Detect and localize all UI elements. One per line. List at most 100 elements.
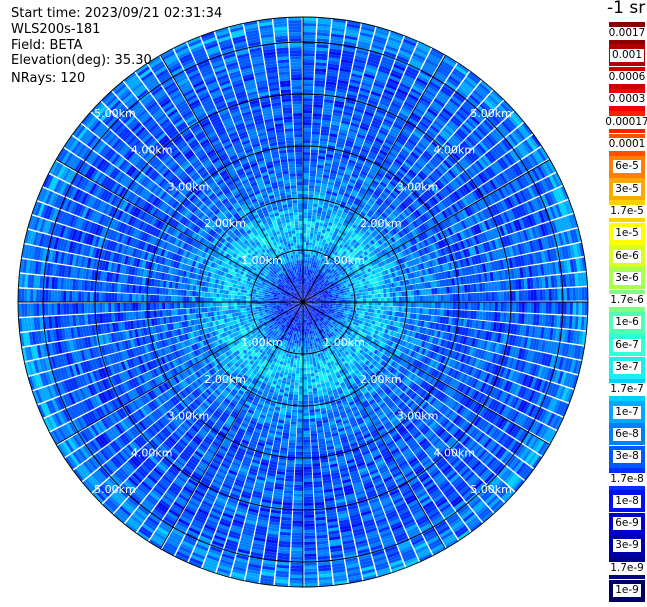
range-gate-cell: [416, 270, 421, 278]
range-gate-cell: [497, 249, 503, 260]
range-gate-cell: [314, 80, 326, 85]
range-gate-cell: [307, 272, 310, 276]
range-gate-cell: [383, 306, 387, 311]
range-gate-cell: [332, 207, 338, 213]
range-gate-cell: [313, 285, 317, 288]
range-gate-cell: [581, 302, 585, 316]
range-gate-cell: [387, 77, 400, 85]
range-gate-cell: [344, 248, 349, 253]
range-gate-cell: [524, 201, 533, 214]
range-gate-cell: [337, 261, 341, 266]
range-gate-cell: [416, 226, 423, 234]
range-gate-cell: [327, 288, 331, 291]
range-gate-cell: [326, 190, 332, 195]
range-gate-cell: [525, 228, 532, 241]
range-gate-cell: [443, 197, 451, 207]
range-gate-cell: [328, 60, 340, 65]
range-gate-cell: [305, 275, 308, 279]
range-gate-cell: [490, 261, 496, 271]
range-gate-cell: [420, 248, 426, 256]
range-gate-cell: [419, 183, 428, 191]
range-gate-cell: [303, 173, 310, 177]
range-gate-cell: [309, 170, 317, 174]
range-gate-cell: [427, 145, 437, 155]
range-gate-cell: [320, 271, 325, 276]
range-gate-cell: [331, 30, 345, 36]
range-gate-cell: [303, 194, 309, 198]
range-gate-cell: [306, 284, 308, 288]
range-gate-cell: [489, 217, 496, 228]
range-gate-cell: [321, 229, 326, 234]
range-gate-cell: [373, 177, 381, 184]
range-gate-cell: [327, 257, 331, 262]
range-gate-cell: [368, 252, 374, 258]
range-gate-cell: [325, 268, 330, 272]
range-gate-cell: [337, 134, 347, 140]
range-gate-cell: [437, 150, 447, 160]
range-gate-cell: [351, 119, 361, 125]
range-gate-cell: [437, 294, 441, 302]
range-gate-cell: [361, 219, 367, 225]
range-gate-cell: [372, 38, 387, 45]
range-gate-cell: [327, 244, 332, 249]
range-gate-cell: [329, 297, 333, 300]
range-gate-cell: [390, 261, 396, 268]
range-gate-cell: [396, 246, 402, 253]
range-gate-cell: [355, 208, 362, 214]
range-gate-cell: [329, 229, 335, 234]
range-gate-cell: [422, 134, 433, 143]
range-gate-cell: [461, 197, 469, 207]
range-gate-cell: [365, 67, 377, 74]
range-gate-cell: [361, 252, 366, 258]
range-gate-cell: [406, 66, 419, 75]
range-gate-cell: [359, 34, 373, 41]
range-gate-cell: [428, 236, 435, 244]
range-gate-cell: [312, 288, 315, 291]
range-gate-cell: [441, 60, 454, 70]
range-gate-cell: [341, 308, 345, 311]
range-gate-cell: [334, 255, 339, 260]
range-gate-cell: [394, 286, 399, 292]
range-gate-cell: [345, 203, 352, 209]
range-gate-cell: [371, 145, 380, 152]
range-gate-cell: [417, 185, 426, 193]
range-gate-cell: [474, 87, 487, 99]
range-gate-cell: [443, 159, 452, 169]
range-gate-cell: [366, 212, 373, 218]
range-gate-cell: [395, 185, 403, 193]
range-gate-cell: [365, 280, 370, 285]
range-gate-cell: [333, 262, 337, 267]
range-gate-cell: [482, 209, 489, 220]
range-gate-cell: [320, 288, 324, 292]
range-gate-cell: [311, 128, 321, 132]
range-gate-cell: [489, 149, 499, 160]
range-gate-cell: [501, 171, 511, 183]
range-gate-cell: [435, 224, 442, 232]
range-gate-cell: [475, 160, 485, 171]
range-gate-cell: [331, 164, 339, 169]
range-gate-cell: [318, 149, 327, 154]
range-gate-cell: [331, 27, 345, 33]
range-gate-cell: [317, 244, 322, 248]
range-gate-cell: [352, 239, 357, 244]
range-gate-cell: [534, 225, 541, 238]
range-gate-cell: [332, 21, 346, 27]
range-gate-cell: [372, 117, 383, 124]
range-gate-cell: [329, 275, 334, 280]
range-gate-cell: [401, 211, 408, 219]
range-gate-cell: [338, 303, 342, 306]
range-gate-cell: [322, 208, 328, 213]
range-gate-cell: [325, 193, 332, 198]
range-gate-cell: [467, 96, 479, 108]
range-gate-cell: [336, 212, 342, 217]
range-gate-cell: [404, 274, 409, 280]
range-gate-cell: [466, 217, 473, 227]
range-gate-cell: [381, 229, 387, 236]
range-gate-cell: [356, 273, 361, 278]
range-gate-cell: [338, 229, 344, 235]
range-gate-cell: [505, 235, 512, 246]
range-gate-cell: [358, 259, 364, 265]
range-gate-cell: [407, 254, 413, 261]
range-gate-cell: [464, 195, 472, 206]
range-gate-cell: [425, 261, 431, 268]
